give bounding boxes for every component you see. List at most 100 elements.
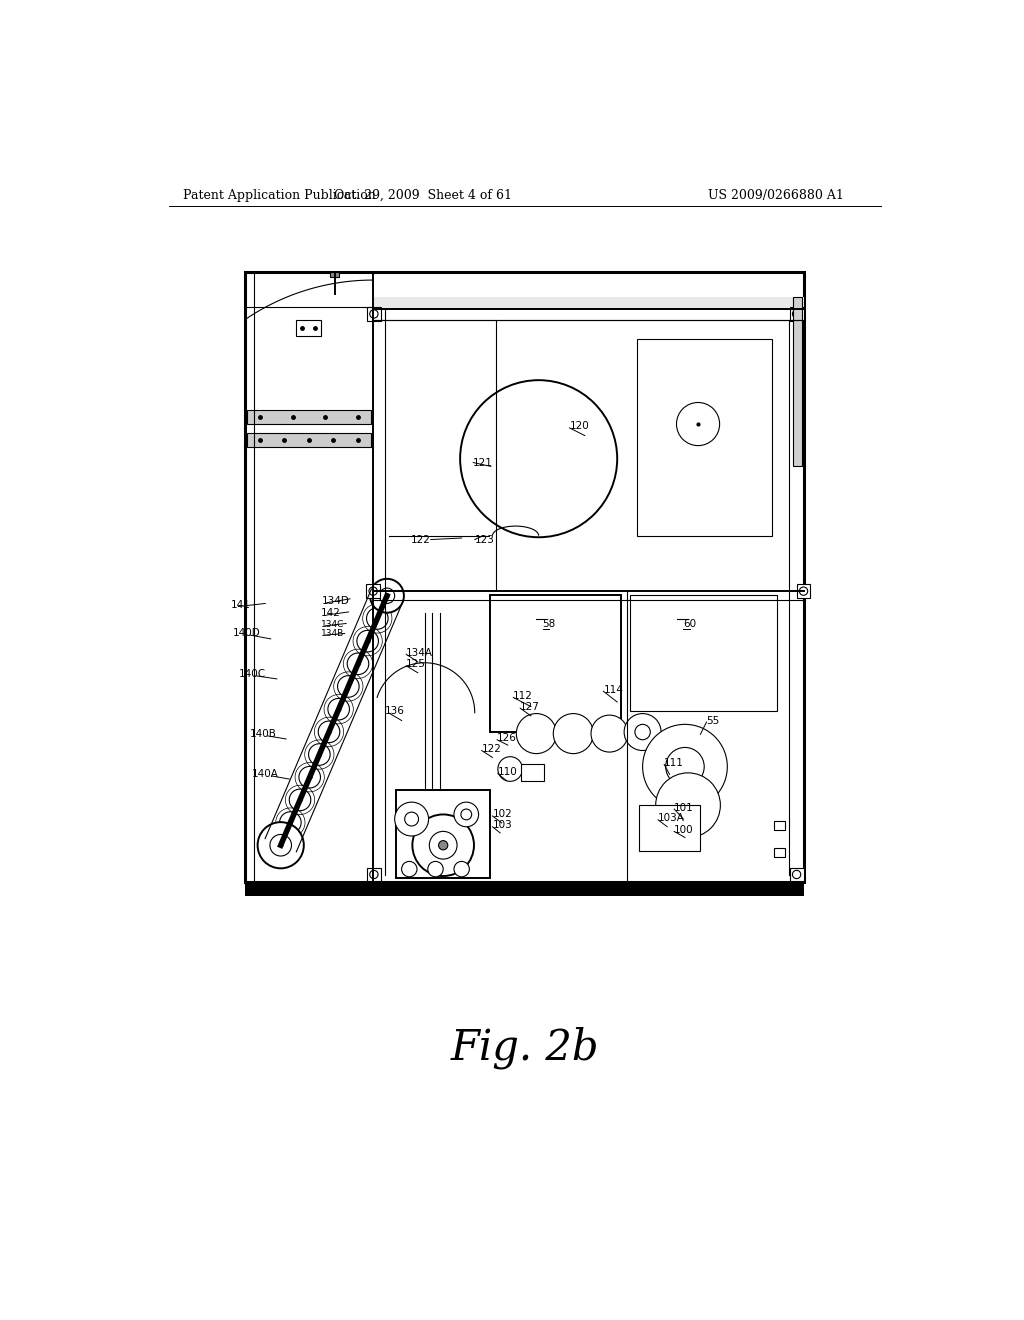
Bar: [793, 297, 802, 466]
Circle shape: [793, 310, 801, 318]
Text: Fig. 2b: Fig. 2b: [451, 1027, 599, 1069]
Circle shape: [461, 809, 472, 820]
Bar: [774, 849, 785, 857]
Circle shape: [460, 380, 617, 537]
Circle shape: [666, 747, 705, 785]
Bar: [797, 585, 810, 598]
Text: 110: 110: [498, 767, 517, 777]
Circle shape: [793, 870, 801, 879]
Text: 140C: 140C: [239, 669, 265, 680]
Circle shape: [498, 756, 522, 781]
Text: 141: 141: [230, 601, 251, 610]
Bar: [790, 308, 804, 321]
Circle shape: [438, 841, 447, 850]
Circle shape: [347, 653, 369, 675]
Circle shape: [643, 725, 727, 809]
Text: 123: 123: [475, 535, 495, 545]
Text: 103A: 103A: [658, 813, 685, 824]
Circle shape: [370, 870, 378, 879]
Text: 101: 101: [674, 803, 694, 813]
Circle shape: [800, 587, 808, 595]
Text: 102: 102: [493, 809, 512, 820]
Circle shape: [413, 814, 474, 876]
Text: 127: 127: [520, 702, 540, 711]
Circle shape: [454, 803, 478, 826]
Circle shape: [591, 715, 628, 752]
Text: 136: 136: [385, 706, 404, 717]
Text: 121: 121: [473, 458, 494, 467]
Circle shape: [404, 812, 419, 826]
Bar: [790, 867, 804, 882]
Text: 134B: 134B: [321, 630, 344, 638]
Text: 140D: 140D: [233, 628, 261, 639]
Bar: [245, 272, 804, 882]
Text: 122: 122: [411, 535, 431, 545]
Text: 140A: 140A: [252, 770, 280, 779]
Text: 132: 132: [451, 884, 470, 895]
Circle shape: [370, 578, 403, 612]
Text: 58: 58: [543, 619, 556, 630]
Circle shape: [280, 812, 301, 833]
Bar: [367, 585, 380, 598]
Circle shape: [338, 676, 359, 697]
Text: 122: 122: [481, 744, 502, 754]
Text: 140B: 140B: [250, 730, 276, 739]
Circle shape: [394, 803, 429, 836]
Bar: [245, 882, 804, 896]
Circle shape: [328, 698, 349, 719]
Text: 125: 125: [407, 659, 426, 669]
Circle shape: [655, 774, 720, 838]
Circle shape: [369, 587, 377, 595]
Bar: [631, 595, 777, 711]
Text: 134D: 134D: [322, 597, 349, 606]
Text: 130: 130: [417, 884, 436, 895]
Bar: [330, 272, 339, 277]
Circle shape: [270, 834, 292, 857]
Circle shape: [376, 585, 397, 607]
Circle shape: [379, 589, 394, 603]
Text: 111: 111: [665, 758, 684, 768]
Circle shape: [429, 832, 457, 859]
Bar: [247, 411, 371, 424]
Bar: [367, 867, 381, 882]
Bar: [521, 763, 544, 780]
Bar: [639, 805, 700, 851]
Text: 55: 55: [707, 715, 720, 726]
Bar: [367, 308, 381, 321]
Text: 134A: 134A: [407, 648, 433, 657]
Circle shape: [357, 631, 379, 652]
Bar: [637, 339, 772, 536]
Circle shape: [553, 714, 593, 754]
Circle shape: [401, 862, 417, 876]
Bar: [247, 433, 371, 447]
Circle shape: [370, 310, 378, 318]
Circle shape: [428, 862, 443, 876]
Bar: [396, 789, 490, 878]
Text: 112: 112: [513, 690, 534, 701]
Circle shape: [289, 789, 311, 810]
Text: 103: 103: [493, 820, 512, 830]
Text: Patent Application Publication: Patent Application Publication: [183, 189, 376, 202]
Circle shape: [454, 862, 469, 876]
Text: 62: 62: [386, 884, 399, 895]
Circle shape: [318, 721, 340, 743]
Text: 134C: 134C: [321, 620, 344, 628]
Circle shape: [516, 714, 556, 754]
Circle shape: [299, 767, 321, 788]
Text: Oct. 29, 2009  Sheet 4 of 61: Oct. 29, 2009 Sheet 4 of 61: [334, 189, 512, 202]
Bar: [373, 297, 804, 309]
Bar: [296, 321, 321, 335]
Circle shape: [677, 403, 720, 446]
Bar: [774, 821, 785, 830]
Text: 142: 142: [321, 609, 341, 619]
Circle shape: [625, 714, 662, 751]
Text: US 2009/0266880 A1: US 2009/0266880 A1: [708, 189, 844, 202]
Text: 100: 100: [674, 825, 694, 834]
Text: 60: 60: [683, 619, 696, 630]
Text: 120: 120: [569, 421, 589, 432]
Text: 126: 126: [497, 733, 517, 743]
Circle shape: [635, 725, 650, 739]
Bar: [490, 595, 621, 733]
Circle shape: [258, 822, 304, 869]
Circle shape: [367, 607, 388, 630]
